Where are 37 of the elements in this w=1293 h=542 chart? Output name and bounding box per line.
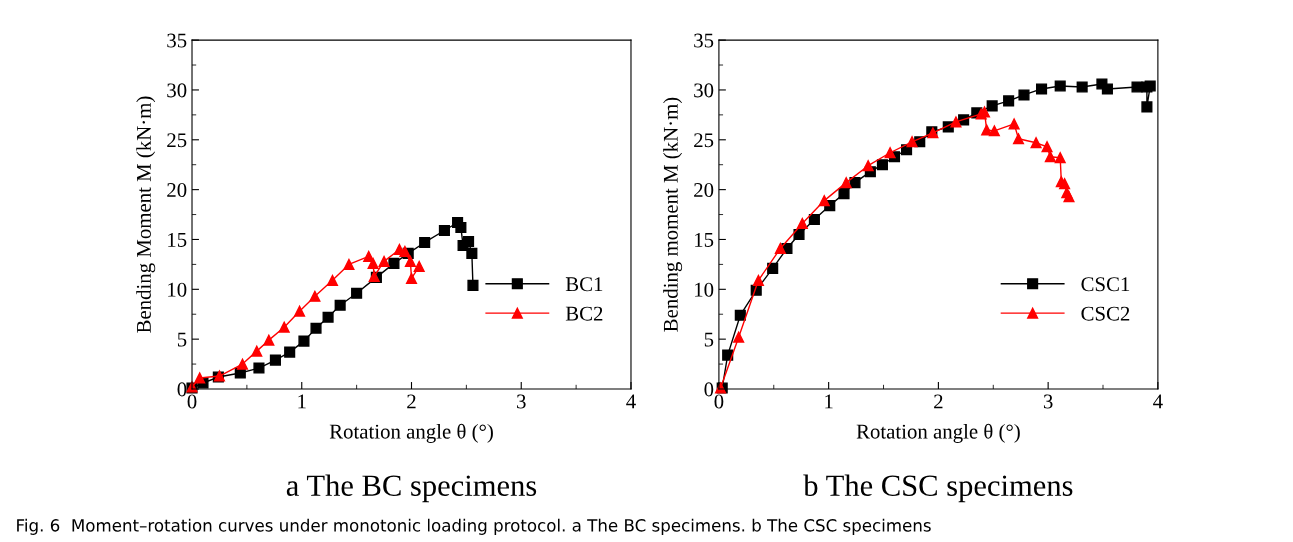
x-tick-label: 3 [517, 394, 526, 409]
y-tick-label: 5 [704, 332, 714, 347]
x-tick-label: 4 [626, 394, 636, 409]
x-tick-label: 3 [1043, 394, 1053, 409]
x-tick-label: 1 [298, 394, 306, 409]
y-tick-label: 5 [177, 332, 187, 347]
x-tick-label: 4 [1153, 394, 1163, 409]
x-tick-label: 1 [825, 394, 833, 409]
y-tick-label: 0 [704, 382, 714, 397]
x-tick-label: 2 [934, 394, 943, 409]
y-tick-label: 30 [694, 83, 714, 98]
legend-label: BC1 [565, 277, 603, 292]
y-tick-label: 35 [694, 33, 714, 48]
x-tick-label: 0 [714, 394, 724, 409]
y-axis-title: Bending Moment M (kN·m) [136, 96, 156, 333]
y-axis-title: Bending moment M (kN·m) [663, 97, 683, 332]
caption: Fig. 6 Moment–rotation curves under monotonic loading protocol. a The BC specimens. b The CSC specimens [17, 518, 931, 535]
y-tick-label: 20 [167, 183, 187, 198]
x-axis-title: Rotation angle θ (°) [329, 423, 493, 443]
legend-label: CSC2 [1081, 306, 1130, 321]
y-tick-label: 25 [167, 133, 187, 148]
x-tick-label: 0 [187, 394, 197, 409]
y-tick-label: 15 [168, 232, 187, 247]
y-tick-label: 20 [694, 183, 714, 198]
x-axis-title: Rotation angle θ (°) [856, 423, 1020, 443]
y-tick-label: 10 [695, 282, 714, 297]
y-tick-label: 0 [177, 382, 187, 397]
y-tick-label: 25 [694, 133, 714, 148]
x-tick-label: 2 [407, 394, 416, 409]
legend-label: BC2 [565, 306, 603, 321]
y-tick-label: 30 [167, 83, 187, 98]
y-tick-label: 35 [167, 33, 187, 48]
y-tick-label: 15 [695, 232, 714, 247]
text: b The CSC specimens [803, 474, 1073, 503]
y-tick-label: 10 [168, 282, 187, 297]
legend-label: CSC1 [1081, 277, 1130, 292]
text: a The BC specimens [286, 474, 537, 503]
